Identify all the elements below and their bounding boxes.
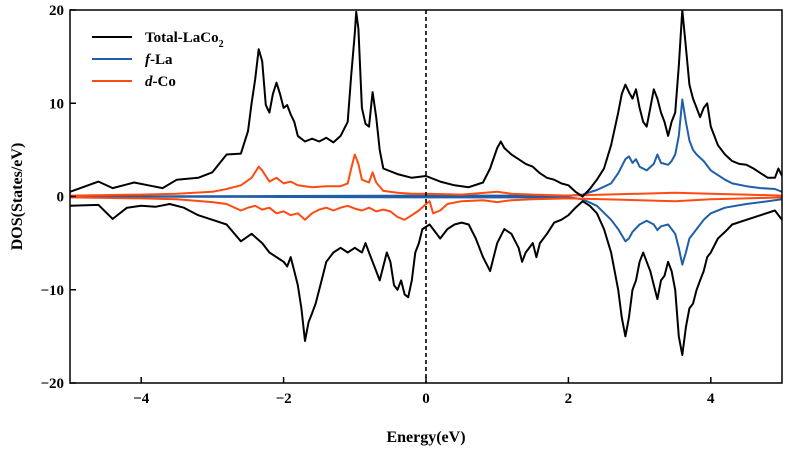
x-tick-label: −2 (276, 391, 292, 407)
y-tick-label: 0 (57, 190, 65, 206)
series-layer (70, 10, 782, 356)
y-tick-label: 10 (49, 96, 64, 112)
legend-item: f-La (92, 52, 173, 68)
legend-item: Total-LaCo2 (92, 30, 224, 50)
legend-item: d-Co (92, 74, 176, 90)
x-axis-label: Energy(eV) (386, 429, 465, 446)
y-axis-label: DOS(States/eV) (9, 143, 26, 251)
x-tick-label: 0 (422, 391, 430, 407)
y-tick-label: 20 (49, 3, 64, 19)
x-tick-label: 4 (707, 391, 715, 407)
y-tick-label: −20 (40, 376, 64, 392)
series-d-co-up (70, 153, 782, 197)
series-d-co-down (70, 196, 782, 221)
x-tick-label: 2 (565, 391, 573, 407)
x-tick-label: −4 (133, 391, 150, 407)
plot-frame (69, 9, 783, 384)
series-total-laco2-up (70, 10, 782, 198)
series-total-laco2-down (70, 200, 782, 356)
legend: Total-LaCo2 f-La d-Co (92, 30, 224, 90)
series-f-la-up (70, 98, 782, 198)
legend-label: d-Co (145, 74, 176, 90)
y-tick-label: −10 (40, 283, 64, 299)
legend-label: f-La (145, 52, 173, 68)
legend-label: Total-LaCo2 (145, 30, 224, 50)
